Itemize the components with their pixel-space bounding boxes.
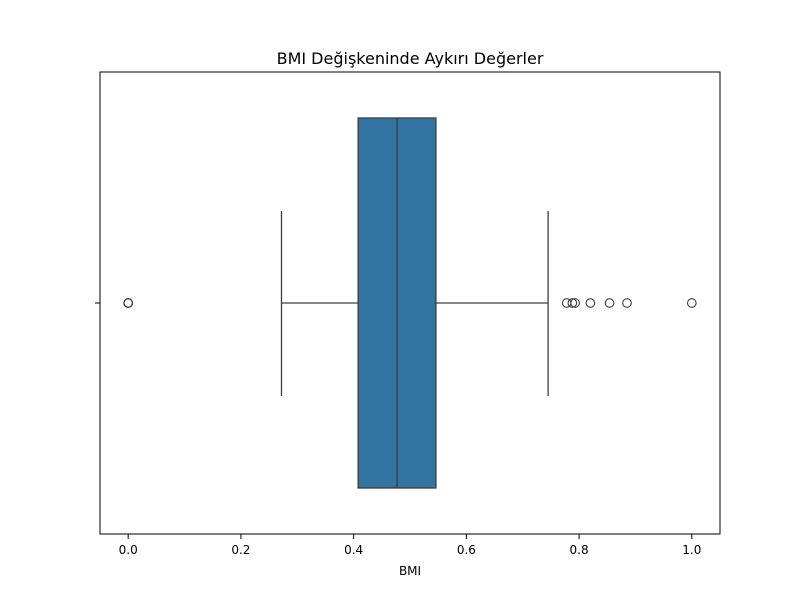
x-tick-label: 0.6 [457, 543, 476, 557]
x-axis-label: BMI [399, 564, 421, 578]
outlier-point [570, 298, 580, 308]
outlier-point [622, 298, 632, 308]
x-axis: 0.0 0.2 0.4 0.6 0.8 1.0 [119, 534, 701, 557]
outlier-point [585, 298, 596, 308]
x-tick-label: 0.4 [344, 543, 363, 557]
x-tick-label: 0.2 [231, 543, 250, 557]
outlier-point [567, 298, 578, 308]
x-tick-label: 1.0 [682, 543, 701, 557]
chart-title: BMI Değişkeninde Aykırı Değerler [277, 49, 544, 68]
outlier-point [604, 298, 615, 308]
x-tick-label: 0.8 [570, 543, 589, 557]
outlier-point [686, 298, 697, 308]
outlier-point [123, 298, 134, 308]
x-tick-label: 0.0 [119, 543, 138, 557]
plot-area [123, 117, 697, 489]
